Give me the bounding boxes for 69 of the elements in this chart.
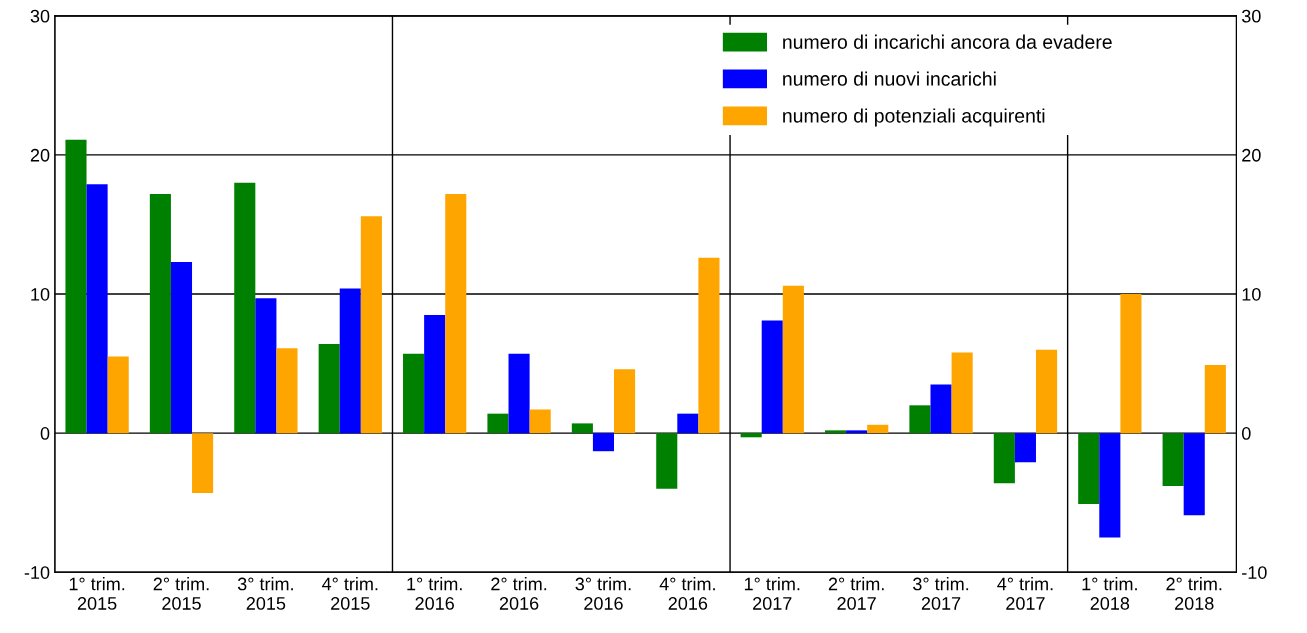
bar — [1099, 433, 1121, 538]
bar — [1204, 364, 1226, 434]
bar — [740, 433, 762, 438]
y-tick-label: 10 — [31, 287, 50, 301]
bar — [951, 352, 973, 434]
x-tick-label: 4° trim. 2016 — [659, 577, 715, 610]
x-tick-label: 3° trim. 2017 — [913, 577, 969, 610]
y2-tick-label: 30 — [1241, 9, 1261, 23]
bar — [930, 384, 952, 434]
bar — [424, 314, 446, 434]
bar — [255, 298, 277, 434]
bar — [571, 423, 593, 434]
x-tick-label: 1° trim. 2017 — [744, 577, 800, 610]
bar — [1035, 349, 1058, 434]
bar — [909, 405, 931, 434]
bar — [993, 433, 1015, 484]
bar — [656, 433, 678, 489]
y2-tick-label: 0 — [1241, 427, 1251, 440]
y2-tick-label: -10 — [1242, 566, 1267, 579]
y-tick-label: 30 — [30, 9, 50, 23]
bar — [234, 182, 256, 434]
bar — [698, 257, 720, 434]
legend-label: numero di potenziali acquirenti — [783, 108, 1045, 127]
x-tick-label: 2° trim. 2016 — [491, 577, 547, 610]
bar — [339, 288, 361, 434]
bar — [1078, 433, 1100, 505]
bar — [107, 356, 129, 434]
y2-tick-label: 20 — [1242, 148, 1261, 162]
legend-label: numero di incarichi ancora da evadere — [783, 34, 1112, 49]
bar — [825, 430, 847, 434]
bar — [508, 353, 530, 434]
x-tick-label: 1° trim. 2018 — [1082, 577, 1137, 610]
bar — [403, 353, 425, 434]
bar — [867, 424, 889, 434]
x-tick-label: 2° trim. 2015 — [153, 577, 209, 610]
bar — [170, 262, 193, 434]
legend-label: numero di nuovi incarichi — [783, 71, 996, 86]
x-tick-label: 4° trim. 2015 — [322, 577, 378, 610]
x-tick-label: 1° trim. 2016 — [407, 577, 462, 610]
x-tick-label: 4° trim. 2017 — [997, 577, 1053, 610]
bar — [1162, 433, 1184, 486]
bar — [487, 413, 509, 434]
x-tick-label: 3° trim. 2015 — [237, 577, 293, 610]
bar — [149, 193, 171, 434]
y-tick-label: 20 — [30, 148, 50, 162]
bar — [318, 344, 340, 434]
bar — [360, 216, 382, 434]
bar — [1120, 294, 1142, 434]
bar — [846, 430, 868, 434]
y-tick-label: -10 — [24, 566, 50, 579]
bar — [1014, 433, 1036, 463]
bar — [192, 433, 214, 493]
y-tick-label: 0 — [40, 427, 50, 440]
y2-tick-label: 10 — [1242, 287, 1261, 301]
bar — [614, 369, 636, 434]
bar — [677, 413, 699, 434]
x-tick-label: 2° trim. 2018 — [1166, 577, 1222, 610]
bar — [592, 433, 615, 452]
x-tick-label: 2° trim. 2017 — [828, 577, 884, 610]
bar — [65, 139, 87, 434]
x-tick-label: 1° trim. 2015 — [69, 577, 125, 610]
bar — [445, 193, 467, 434]
bar — [529, 409, 551, 434]
x-tick-label: 3° trim. 2016 — [575, 577, 631, 610]
bar — [1183, 433, 1205, 516]
bar — [276, 348, 298, 434]
bar — [86, 184, 108, 434]
bar — [782, 285, 804, 434]
bar — [761, 320, 783, 434]
